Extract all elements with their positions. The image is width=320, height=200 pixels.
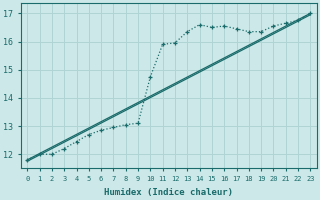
X-axis label: Humidex (Indice chaleur): Humidex (Indice chaleur) <box>104 188 233 197</box>
